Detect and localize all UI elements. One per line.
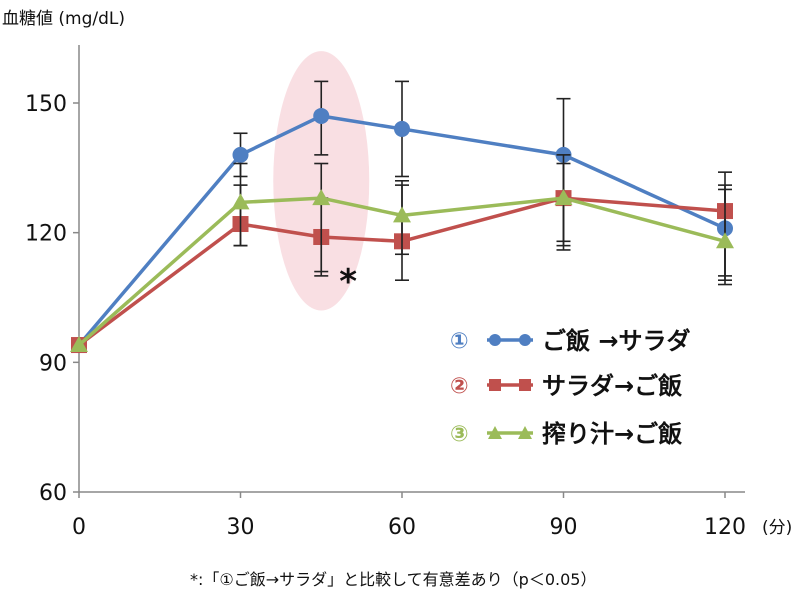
x-axis-unit-label: (分) bbox=[762, 518, 792, 538]
y-tick-label: 60 bbox=[39, 481, 67, 506]
x-tick-label: 30 bbox=[227, 515, 255, 540]
series-line bbox=[77, 196, 726, 347]
legend-marker bbox=[489, 334, 501, 346]
y-tick-label: 90 bbox=[39, 351, 67, 376]
data-point bbox=[716, 232, 734, 249]
x-tick-label: 90 bbox=[550, 515, 578, 540]
data-point bbox=[313, 107, 330, 124]
data-point bbox=[70, 336, 88, 353]
data-point bbox=[393, 206, 411, 223]
data-point bbox=[554, 189, 573, 206]
y-tick-label: 150 bbox=[25, 92, 67, 117]
legend-marker bbox=[519, 379, 531, 391]
legend-number: ③ bbox=[450, 422, 469, 447]
data-point bbox=[231, 193, 250, 210]
significance-marker: * bbox=[339, 262, 357, 302]
legend-entry-1: ① ご飯 →サラダ bbox=[450, 327, 690, 355]
data-point bbox=[232, 146, 249, 163]
x-tick-label: 0 bbox=[72, 515, 86, 540]
legend-number: ② bbox=[450, 374, 469, 399]
legend-number: ① bbox=[450, 329, 469, 354]
y-tick-label: 120 bbox=[25, 222, 67, 247]
series-line bbox=[77, 196, 726, 347]
data-point bbox=[394, 120, 410, 137]
legend-marker bbox=[519, 334, 531, 346]
axes: 60 90 120 150 0 30 60 90 120 bbox=[25, 45, 746, 540]
footnote: *:「①ご飯→サラダ」と比較して有意差あり（p＜0.05） bbox=[190, 570, 596, 589]
y-axis-label: 血糖値 (mg/dL) bbox=[2, 9, 125, 29]
series-layer bbox=[70, 80, 734, 354]
legend-label: サラダ→ご飯 bbox=[542, 372, 682, 400]
legend: ① ご飯 →サラダ ② サラダ→ご飯 ③ 搾り汁→ご飯 bbox=[450, 327, 690, 448]
x-tick-label: 120 bbox=[704, 515, 746, 540]
legend-marker bbox=[488, 426, 502, 439]
x-tick-label: 60 bbox=[388, 515, 416, 540]
data-point bbox=[312, 189, 331, 206]
series-3 bbox=[70, 162, 734, 353]
legend-label: 搾り汁→ご飯 bbox=[542, 420, 682, 448]
legend-entry-3: ③ 搾り汁→ご飯 bbox=[450, 420, 682, 448]
legend-marker bbox=[489, 379, 501, 391]
legend-entry-2: ② サラダ→ご飯 bbox=[450, 372, 682, 400]
series-line bbox=[77, 114, 726, 347]
legend-label: ご飯 →サラダ bbox=[542, 327, 690, 355]
legend-marker bbox=[518, 426, 532, 439]
